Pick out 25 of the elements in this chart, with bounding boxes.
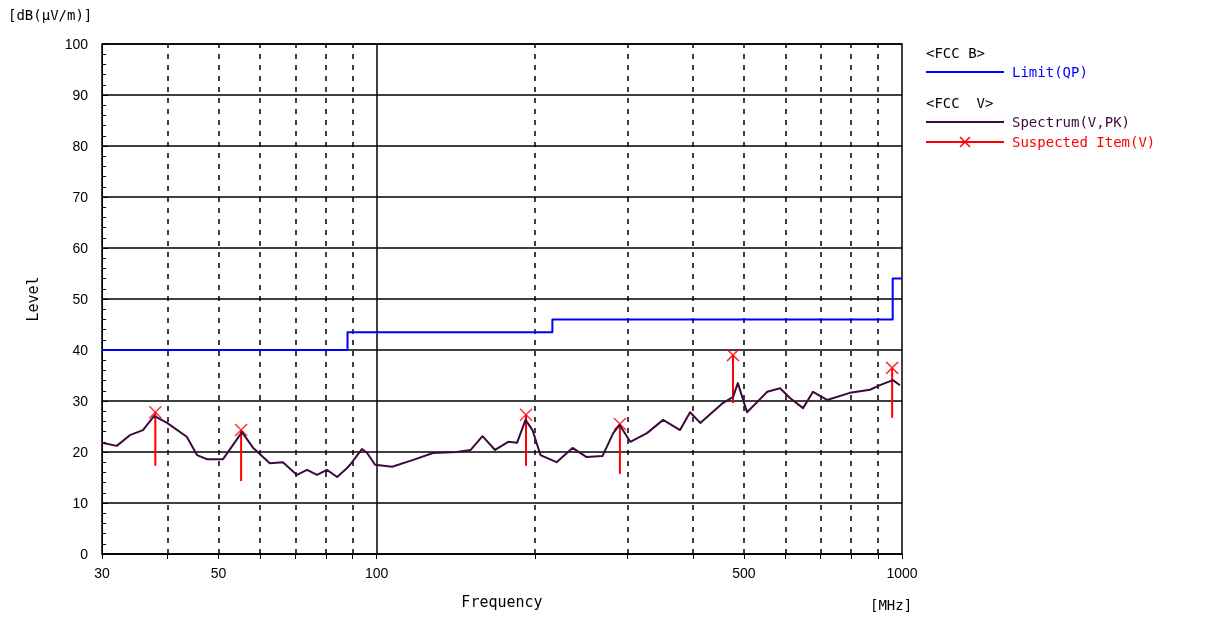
x-tick-label: 100: [365, 565, 389, 581]
y-tick-label: 70: [72, 189, 89, 205]
y-tick-label: 40: [72, 342, 89, 358]
y-tick-label: 100: [64, 36, 89, 52]
y-tick-label: 0: [80, 546, 89, 562]
x-tick-label: 30: [94, 565, 110, 581]
y-axis-title: Level: [23, 276, 42, 322]
x-tick-label: 50: [210, 565, 227, 581]
text: Spectrum(V,PK): [1012, 114, 1131, 130]
text: [dB(μV/m)]: [8, 7, 93, 23]
text: <FCC V>: [926, 95, 994, 111]
text: [MHz]: [870, 597, 913, 613]
y-tick-label: 90: [72, 87, 89, 103]
x-tick-label: 1000: [886, 565, 918, 581]
text: <FCC B>: [926, 45, 986, 61]
y-tick-label: 50: [72, 291, 89, 307]
x-tick-label: 500: [732, 565, 756, 581]
x-axis-title: Frequency: [461, 592, 543, 611]
text: Limit(QP): [1012, 64, 1088, 80]
y-tick-label: 30: [72, 393, 89, 409]
y-tick-label: 10: [72, 495, 89, 511]
text: Suspected Item(V): [1012, 134, 1156, 150]
y-tick-label: 20: [72, 444, 89, 460]
y-tick-label: 80: [72, 138, 89, 154]
y-tick-label: 60: [72, 240, 89, 256]
